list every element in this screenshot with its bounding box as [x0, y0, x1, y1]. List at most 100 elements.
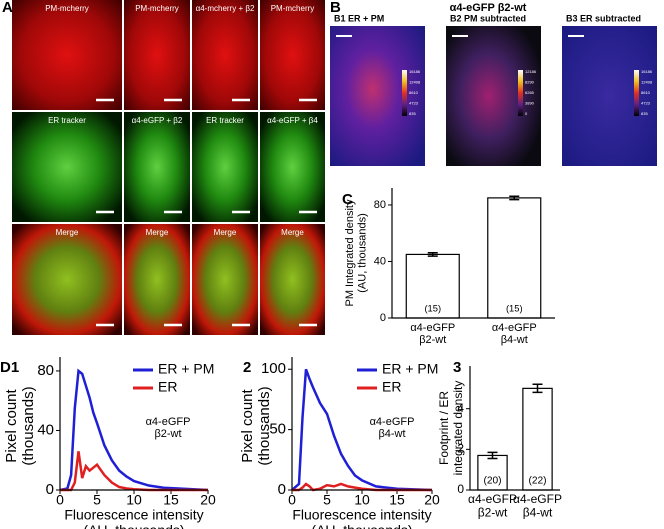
x-tick-label: 5 — [93, 492, 101, 508]
panel-letter: 2 — [243, 359, 251, 376]
colorbar-label: 8610 — [641, 90, 651, 95]
y-tick-label: 80 — [374, 199, 386, 211]
panel-letter: D1 — [0, 359, 19, 376]
image-label: Merge — [214, 228, 237, 237]
bar — [522, 387, 553, 491]
x-tick-label: 10 — [126, 492, 142, 508]
error-bar — [532, 383, 543, 394]
panel-letter: 3 — [453, 359, 461, 376]
series-line — [59, 368, 209, 492]
x-tick-label: 20 — [200, 492, 216, 508]
y-axis-label: Pixel count — [3, 388, 20, 462]
colorbar-label: 16186 — [641, 69, 653, 74]
error-bar — [427, 251, 438, 257]
n-label: (22) — [528, 476, 546, 487]
micrograph — [12, 112, 122, 222]
series-line — [292, 482, 432, 492]
legend-label: ER + PM — [382, 361, 438, 377]
colorbar — [634, 70, 639, 116]
annotation: α4-eGFP — [146, 416, 191, 428]
annotation: β4-wt — [378, 428, 405, 440]
y-tick-label: 0 — [278, 481, 286, 498]
y-axis-label: Footprint / ER — [437, 391, 451, 465]
colorbar-label: 0 — [525, 111, 528, 116]
panel-letter: B — [330, 0, 341, 16]
colorbar-label: 12498 — [409, 80, 421, 85]
bar — [487, 197, 542, 319]
image-label: PM-mcherry — [271, 4, 315, 13]
n-label: (15) — [506, 303, 523, 313]
x-tick-label: 15 — [163, 492, 179, 508]
image-title: B3 ER subtracted — [566, 13, 641, 23]
image-label: α4-mcherry + β2 — [196, 4, 255, 13]
panel-letter: C — [342, 191, 353, 208]
y-tick-label: 50 — [269, 421, 286, 438]
n-label: (20) — [483, 476, 501, 487]
colorbar-label: 16186 — [409, 69, 421, 74]
image-title: B2 PM subtracted — [450, 13, 526, 23]
legend-label: ER + PM — [158, 361, 214, 377]
y-axis-label: (thousands) — [20, 386, 37, 465]
y-axis-label: Pixel count — [239, 388, 256, 462]
colorbar — [518, 70, 523, 116]
axis — [469, 366, 560, 491]
colorbar — [402, 70, 407, 116]
image-label: α4-eGFP + β4 — [267, 116, 318, 125]
y-tick-label: 0 — [46, 481, 54, 498]
x-axis-label: (AU, thousands) — [83, 522, 184, 529]
x-tick-label: β4-wt — [523, 505, 553, 519]
error-bar — [509, 195, 520, 201]
heatmap-image — [330, 26, 425, 166]
micrograph — [260, 112, 325, 222]
n-label: (15) — [424, 303, 441, 313]
x-tick-label: β4-wt — [501, 334, 528, 346]
micrograph — [192, 0, 258, 110]
colorbar-label: 8610 — [409, 90, 419, 95]
y-tick-label: 40 — [374, 255, 386, 267]
colorbar-label: 12186 — [525, 69, 537, 74]
image-label: ER tracker — [206, 116, 244, 125]
y-axis-label: integrated density — [451, 381, 465, 476]
legend-label: ER — [158, 379, 177, 395]
micrograph — [260, 0, 325, 110]
y-tick-label: 2 — [457, 442, 464, 456]
x-tick-label: 10 — [354, 492, 370, 508]
x-tick-label: 5 — [323, 492, 331, 508]
x-tick-label: α4-eGFP — [492, 322, 537, 334]
x-axis-label: Fluorescence intensity — [64, 507, 203, 523]
panel-letter: A — [2, 0, 13, 16]
x-tick-label: α4-eGFP — [468, 492, 517, 506]
colorbar-label: 12498 — [641, 80, 653, 85]
x-tick-label: α4-eGFP — [410, 322, 455, 334]
y-tick-label: 0 — [380, 312, 386, 324]
heatmap-image — [562, 26, 657, 166]
annotation: β2-wt — [154, 428, 181, 440]
image-label: PM-mcherry — [45, 4, 89, 13]
micrograph — [192, 224, 258, 335]
micrograph — [124, 0, 190, 110]
image-label: α4-eGFP + β2 — [132, 116, 183, 125]
y-tick-label: 40 — [37, 421, 54, 438]
micrograph — [124, 112, 190, 222]
micrograph — [12, 224, 122, 335]
x-tick-label: β2-wt — [419, 334, 446, 346]
x-tick-label: α4-eGFP — [513, 492, 562, 506]
legend-label: ER — [382, 379, 401, 395]
colorbar-label: 8290 — [525, 80, 535, 85]
image-label: PM-mcherry — [135, 4, 179, 13]
colorbar-label: 4723 — [409, 101, 419, 106]
colorbar-label: 835 — [409, 111, 416, 116]
colorbar-label: 835 — [641, 111, 648, 116]
y-tick-label: 0 — [457, 482, 464, 496]
y-axis-label: (thousands) — [256, 386, 273, 465]
image-label: Merge — [56, 228, 79, 237]
x-tick-label: 0 — [288, 492, 296, 508]
series-line — [60, 451, 208, 492]
annotation: α4-eGFP — [370, 416, 415, 428]
x-axis-label: Fluorescence intensity — [292, 507, 431, 523]
image-label: Merge — [146, 228, 169, 237]
x-tick-label: β2-wt — [478, 505, 508, 519]
micrograph — [192, 112, 258, 222]
image-label: Merge — [281, 228, 304, 237]
